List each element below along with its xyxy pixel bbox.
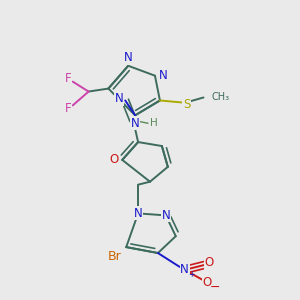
Text: F: F [64,72,71,85]
Text: F: F [64,102,71,115]
Text: H: H [150,118,158,128]
Text: Br: Br [107,250,121,263]
Text: N: N [115,92,124,105]
Text: N: N [180,263,189,276]
Text: N: N [124,51,133,64]
Text: +: + [188,270,195,279]
Text: N: N [158,69,167,82]
Text: O: O [203,276,212,289]
Text: N: N [134,207,142,220]
Text: N: N [161,209,170,222]
Text: N: N [131,117,140,130]
Text: O: O [205,256,214,269]
Text: S: S [183,98,190,111]
Text: O: O [110,153,119,167]
Text: CH₃: CH₃ [212,92,230,103]
Text: −: − [210,281,220,294]
